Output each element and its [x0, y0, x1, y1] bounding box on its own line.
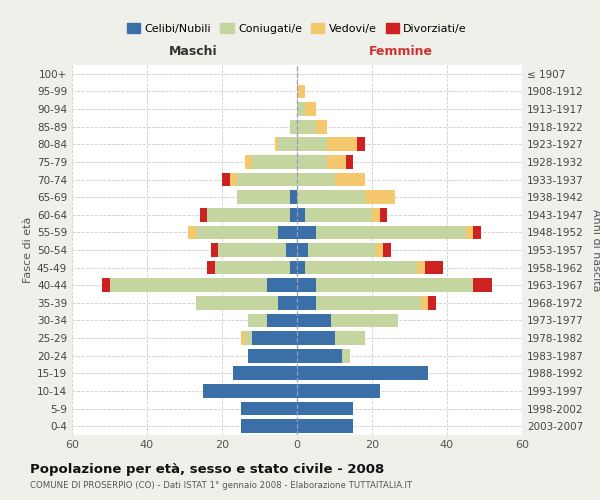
Bar: [316, 296, 421, 310]
Bar: [376, 243, 383, 257]
Bar: [297, 420, 353, 433]
Bar: [218, 243, 286, 257]
Bar: [308, 243, 376, 257]
Bar: [290, 260, 297, 274]
Bar: [278, 226, 297, 239]
Bar: [425, 260, 443, 274]
Bar: [196, 296, 278, 310]
Bar: [199, 208, 207, 222]
Bar: [286, 243, 297, 257]
Bar: [196, 226, 278, 239]
Bar: [428, 296, 436, 310]
Bar: [297, 402, 353, 415]
Bar: [215, 260, 290, 274]
Bar: [297, 208, 305, 222]
Bar: [331, 314, 398, 328]
Bar: [297, 102, 305, 116]
Bar: [297, 190, 365, 204]
Bar: [297, 314, 331, 328]
Bar: [417, 260, 425, 274]
Y-axis label: Fasce di età: Fasce di età: [23, 217, 33, 283]
Bar: [110, 278, 267, 292]
Bar: [248, 314, 267, 328]
Bar: [275, 138, 278, 151]
Bar: [252, 155, 297, 169]
Bar: [357, 138, 365, 151]
Bar: [365, 190, 395, 204]
Bar: [316, 226, 466, 239]
Bar: [297, 172, 335, 186]
Text: Femmine: Femmine: [368, 44, 433, 58]
Bar: [372, 208, 380, 222]
Bar: [248, 349, 297, 362]
Bar: [245, 155, 252, 169]
Bar: [305, 208, 372, 222]
Text: COMUNE DI PROSERPIO (CO) - Dati ISTAT 1° gennaio 2008 - Elaborazione TUTTAITALIA: COMUNE DI PROSERPIO (CO) - Dati ISTAT 1°…: [30, 481, 412, 490]
Bar: [203, 384, 297, 398]
Bar: [290, 208, 297, 222]
Bar: [207, 208, 290, 222]
Bar: [188, 226, 196, 239]
Bar: [229, 172, 237, 186]
Bar: [222, 172, 229, 186]
Bar: [327, 155, 346, 169]
Bar: [267, 278, 297, 292]
Bar: [305, 102, 316, 116]
Bar: [297, 349, 342, 362]
Bar: [297, 331, 335, 345]
Bar: [297, 155, 327, 169]
Bar: [297, 243, 308, 257]
Bar: [278, 138, 297, 151]
Bar: [383, 243, 391, 257]
Bar: [290, 190, 297, 204]
Bar: [335, 331, 365, 345]
Bar: [102, 278, 110, 292]
Bar: [297, 226, 316, 239]
Bar: [237, 190, 290, 204]
Bar: [297, 384, 380, 398]
Bar: [241, 420, 297, 433]
Bar: [297, 260, 305, 274]
Bar: [316, 120, 327, 134]
Text: Maschi: Maschi: [169, 44, 218, 58]
Bar: [278, 296, 297, 310]
Bar: [473, 278, 492, 292]
Bar: [245, 331, 252, 345]
Bar: [211, 243, 218, 257]
Bar: [380, 208, 387, 222]
Bar: [290, 120, 297, 134]
Text: Popolazione per età, sesso e stato civile - 2008: Popolazione per età, sesso e stato civil…: [30, 462, 384, 475]
Bar: [297, 296, 316, 310]
Bar: [466, 226, 473, 239]
Legend: Celibi/Nubili, Coniugati/e, Vedovi/e, Divorziati/e: Celibi/Nubili, Coniugati/e, Vedovi/e, Di…: [122, 19, 472, 38]
Bar: [335, 172, 365, 186]
Bar: [233, 366, 297, 380]
Bar: [237, 172, 297, 186]
Y-axis label: Anni di nascita: Anni di nascita: [590, 209, 600, 291]
Bar: [316, 278, 473, 292]
Bar: [327, 138, 357, 151]
Bar: [207, 260, 215, 274]
Bar: [297, 278, 316, 292]
Bar: [342, 349, 349, 362]
Bar: [473, 226, 481, 239]
Bar: [346, 155, 353, 169]
Bar: [241, 331, 245, 345]
Bar: [421, 296, 428, 310]
Bar: [297, 138, 327, 151]
Bar: [297, 84, 305, 98]
Bar: [297, 366, 428, 380]
Bar: [241, 402, 297, 415]
Bar: [297, 120, 316, 134]
Bar: [267, 314, 297, 328]
Bar: [252, 331, 297, 345]
Bar: [305, 260, 417, 274]
